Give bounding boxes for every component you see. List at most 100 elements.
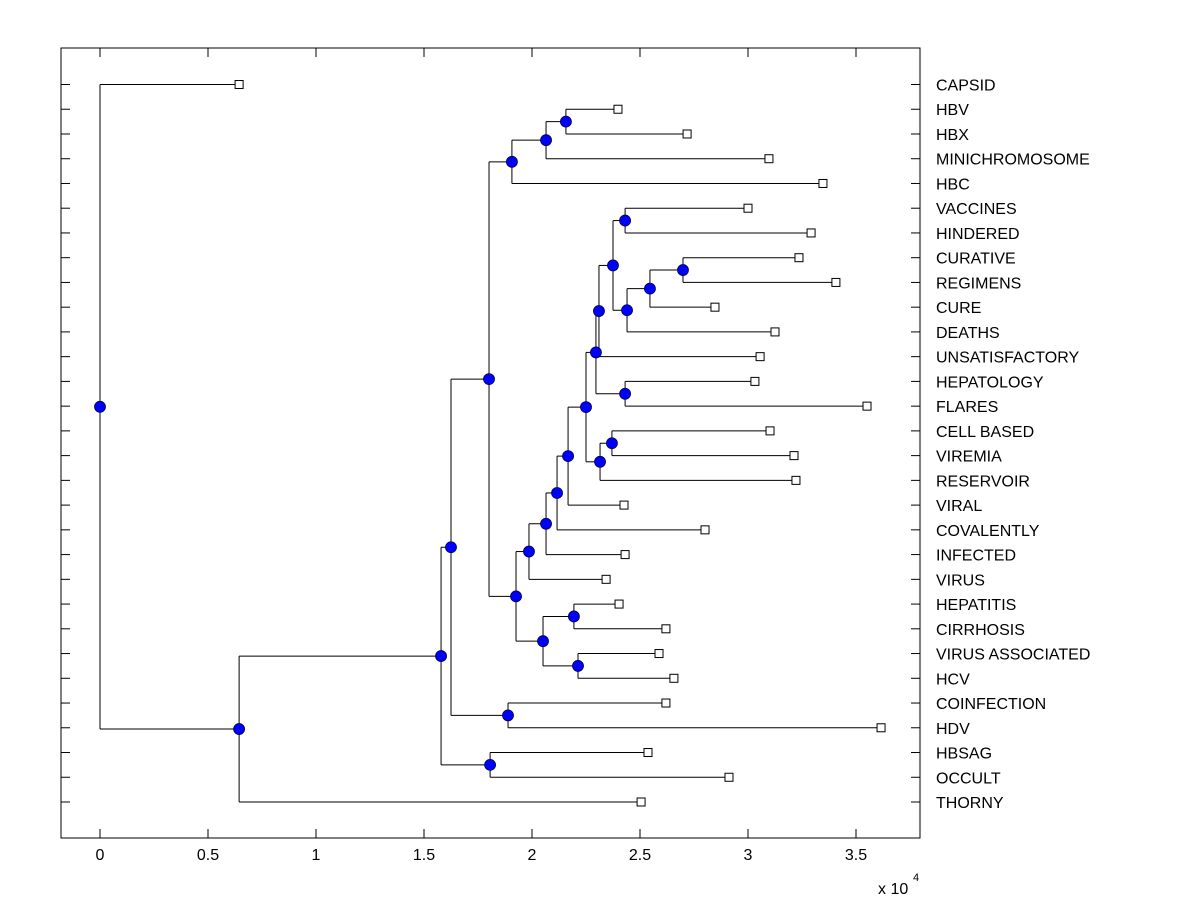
leaf-label: OCCULT <box>936 770 1001 787</box>
leaf-marker <box>654 649 664 659</box>
cluster-node <box>94 400 106 413</box>
cluster-node <box>506 155 518 168</box>
leaf-label: VACCINES <box>936 201 1017 218</box>
x-tick-label: 2.5 <box>629 847 651 864</box>
x-tick-label: 1.5 <box>413 847 435 864</box>
x-axis-multiplier-exponent: 4 <box>913 872 919 884</box>
cluster-node <box>502 709 514 722</box>
leaf-marker <box>831 277 841 287</box>
cluster-node <box>607 259 619 272</box>
cluster-node <box>619 214 631 227</box>
leaf-marker <box>862 401 872 411</box>
cluster-node <box>540 517 552 530</box>
leaf-label: HBX <box>936 127 969 144</box>
cluster-node <box>572 660 584 672</box>
cluster-node <box>621 304 633 317</box>
leaf-marker <box>818 178 828 188</box>
leaf-markers <box>234 80 886 807</box>
leaf-marker <box>750 376 760 386</box>
leaf-label: HINDERED <box>936 226 1020 243</box>
leaf-label: VIRUS ASSOCIATED <box>936 647 1090 664</box>
leaf-label: VIREMIA <box>936 449 1002 466</box>
cluster-node <box>483 373 495 385</box>
leaf-label: VIRAL <box>936 498 982 515</box>
leaf-marker <box>724 772 734 782</box>
leaf-marker <box>234 80 244 89</box>
leaf-label: HCV <box>936 671 970 688</box>
cluster-node <box>580 401 592 414</box>
leaf-marker <box>601 574 611 584</box>
leaf-label: VIRUS <box>936 572 985 589</box>
x-axis-tick-labels: 0 0.5 1 1.5 2 2.5 3 3.5 <box>96 847 868 864</box>
node-markers <box>94 115 689 771</box>
x-axis-multiplier: x 10 <box>878 881 908 898</box>
leaf-label: THORNY <box>936 795 1004 812</box>
cluster-node <box>677 264 689 276</box>
cluster-node <box>233 723 246 735</box>
leaf-marker <box>770 327 780 337</box>
leaf-label: INFECTED <box>936 548 1016 565</box>
leaf-marker <box>710 302 720 312</box>
cluster-node <box>619 387 631 400</box>
cluster-node <box>435 650 447 662</box>
cluster-node <box>510 590 522 603</box>
cluster-node <box>551 487 563 499</box>
leaf-label: DEATHS <box>936 325 1000 342</box>
leaf-label: CURE <box>936 300 981 317</box>
leaf-marker <box>669 673 679 683</box>
leaf-label: CIRRHOSIS <box>936 622 1025 639</box>
leaf-label: RESERVOIR <box>936 473 1030 490</box>
leaf-label: HEPATITIS <box>936 597 1016 614</box>
plot-area-frame <box>60 47 921 839</box>
cluster-node <box>540 134 552 147</box>
leaf-marker <box>636 797 646 807</box>
leaf-marker <box>700 525 710 535</box>
leaf-marker <box>682 129 692 139</box>
leaf-label: HBV <box>936 102 969 119</box>
leaf-label: COINFECTION <box>936 696 1046 713</box>
leaf-label: UNSATISFACTORY <box>936 350 1079 367</box>
cluster-node <box>593 305 605 317</box>
leaf-marker <box>743 203 753 213</box>
leaf-label: HEPATOLOGY <box>936 374 1044 391</box>
leaf-label: HBSAG <box>936 746 992 763</box>
leaf-label: COVALENTLY <box>936 523 1040 540</box>
leaf-marker <box>794 253 804 263</box>
leaf-marker <box>806 228 816 238</box>
cluster-node <box>568 610 580 623</box>
cluster-node <box>445 541 457 554</box>
cluster-node <box>560 115 572 128</box>
x-tick-label: 3 <box>744 847 753 864</box>
leaf-marker <box>765 426 775 436</box>
leaf-marker <box>755 352 765 362</box>
cluster-node <box>537 635 549 648</box>
x-tick-label: 0 <box>96 847 105 864</box>
leaf-marker <box>613 104 623 114</box>
leaf-marker <box>876 723 886 733</box>
leaf-marker <box>789 451 799 461</box>
x-tick-label: 3.5 <box>845 847 867 864</box>
leaf-marker <box>614 599 624 609</box>
cluster-node <box>644 282 656 295</box>
leaf-marker <box>791 475 801 485</box>
leaf-marker <box>643 748 653 758</box>
leaf-label: HDV <box>936 721 970 738</box>
leaf-marker <box>661 698 671 708</box>
x-axis-ticks <box>99 48 857 838</box>
x-tick-label: 1 <box>312 847 321 864</box>
leaf-label: REGIMENS <box>936 275 1021 292</box>
cluster-node <box>484 758 496 771</box>
leaf-label: FLARES <box>936 399 998 416</box>
x-tick-label: 0.5 <box>197 847 219 864</box>
leaf-marker <box>619 500 629 510</box>
y-axis-ticks <box>61 84 920 803</box>
leaf-marker <box>764 154 774 164</box>
x-tick-label: 2 <box>528 847 537 864</box>
leaf-labels: CAPSID HBV HBX MINICHROMOSOME HBC VACCINES HIN… <box>936 78 1090 813</box>
leaf-marker <box>661 624 671 634</box>
cluster-node <box>562 450 574 463</box>
cluster-node <box>590 346 602 359</box>
x-axis-multiplier-base: x 10 <box>878 881 908 898</box>
leaf-label: CAPSID <box>936 78 996 95</box>
leaf-label: CELL BASED <box>936 424 1034 441</box>
